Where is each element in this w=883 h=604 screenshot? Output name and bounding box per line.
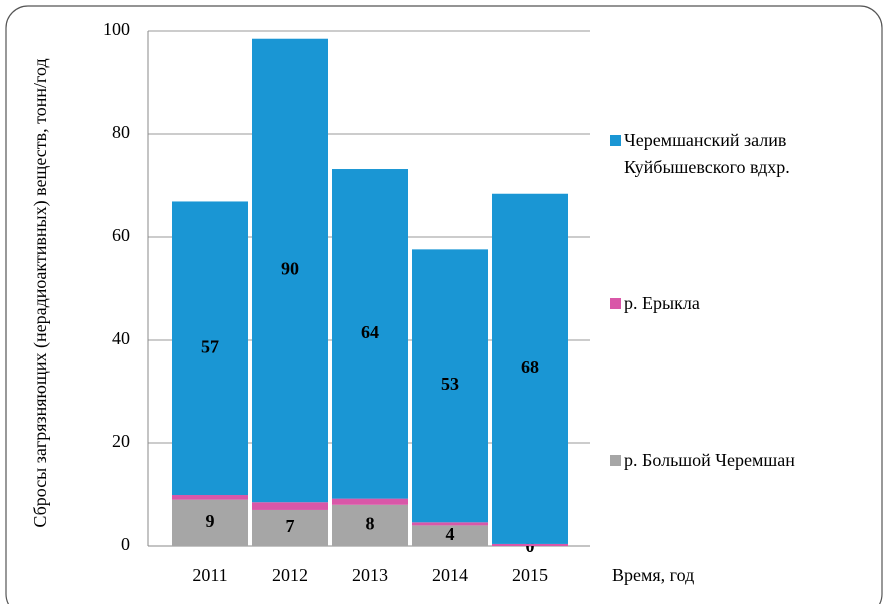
data-label: 9: [206, 511, 215, 531]
legend-swatch: [610, 298, 621, 309]
bar-segment: [492, 543, 568, 546]
legend-label: р. Ерыкла: [624, 293, 700, 313]
y-tick-label: 80: [112, 122, 130, 142]
bar-segment: [252, 502, 328, 510]
data-label: 90: [281, 259, 299, 279]
legend-label: р. Большой Черемшан: [624, 450, 795, 470]
x-tick-label: 2013: [352, 565, 388, 585]
x-axis-label: Время, год: [612, 565, 694, 585]
bar-segment: [332, 504, 408, 546]
y-axis-label: Сбросы загрязняющих (нерадиоактивных) ве…: [30, 58, 50, 528]
legend-item: р. Большой Черемшан: [610, 447, 870, 474]
legend-swatch: [610, 455, 621, 466]
x-tick-label: 2014: [432, 565, 468, 585]
data-label: 64: [361, 322, 379, 342]
bar-segment: [412, 522, 488, 526]
bar-segment: [252, 38, 328, 503]
y-tick-label: 40: [112, 328, 130, 348]
data-label: 53: [441, 374, 459, 394]
bar-segment: [172, 495, 248, 500]
x-tick-label: 2012: [272, 565, 308, 585]
data-label: 57: [201, 336, 219, 356]
data-label: 68: [521, 357, 539, 377]
data-label: 7: [286, 516, 295, 536]
legend-swatch: [610, 135, 621, 146]
bar-segment: [252, 509, 328, 546]
y-tick-label: 60: [112, 225, 130, 245]
legend-item: Черемшанский залив Куйбышевского вдхр.: [610, 127, 870, 181]
data-label: 0: [526, 536, 535, 556]
y-tick-label: 20: [112, 431, 130, 451]
bar-segment: [332, 169, 408, 499]
legend-label: Черемшанский залив Куйбышевского вдхр.: [624, 130, 790, 177]
bar-segment: [172, 201, 248, 496]
y-tick-label: 100: [103, 19, 130, 39]
bar-segment: [412, 249, 488, 523]
x-tick-label: 2015: [512, 565, 548, 585]
bar-segment: [172, 499, 248, 546]
frame: [5, 5, 883, 604]
bar-segment: [412, 525, 488, 546]
bar-segment: [332, 498, 408, 505]
data-label: 4: [446, 524, 455, 544]
bar-segment: [492, 193, 568, 544]
y-tick-label: 0: [121, 534, 130, 554]
legend-item: р. Ерыкла: [610, 290, 870, 317]
x-tick-label: 2011: [192, 565, 227, 585]
data-label: 8: [366, 514, 375, 534]
